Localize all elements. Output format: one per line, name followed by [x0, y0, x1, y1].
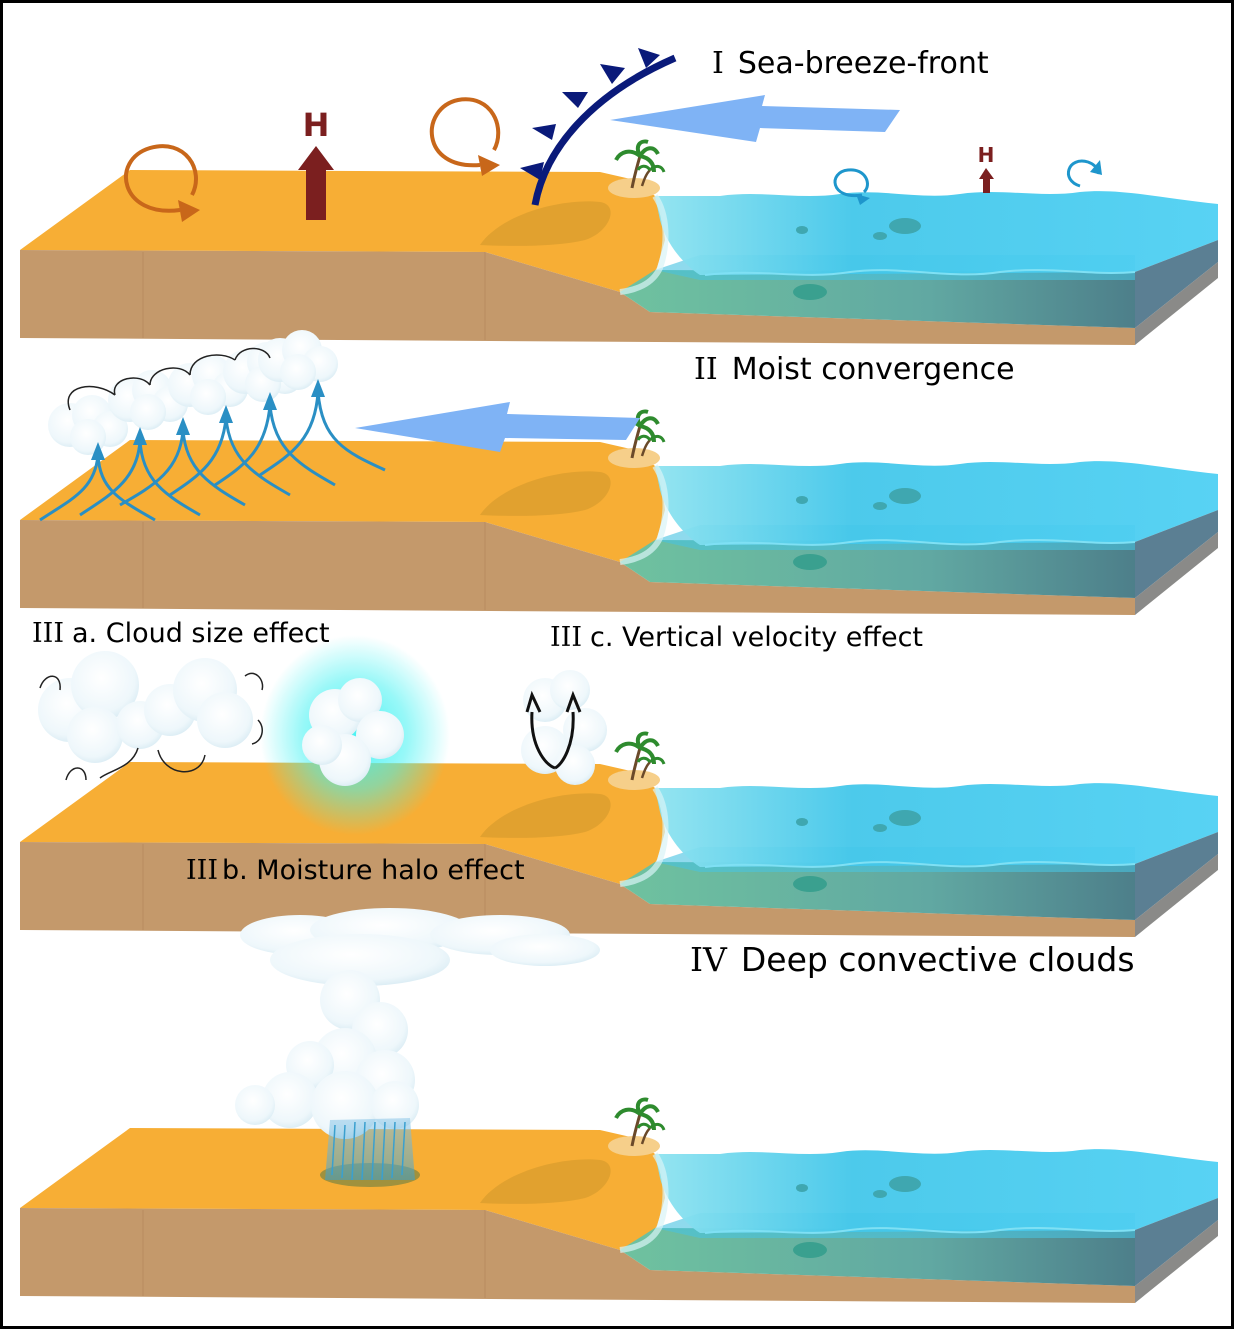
downdraft-updraft-arrows-icon [525, 690, 582, 770]
panel-cloud-effects [20, 635, 1218, 937]
panel-2-title-text: Moist convergence [731, 352, 1015, 387]
sea-breeze-wind-arrow-icon [610, 95, 900, 142]
rain-shaft-icon [320, 1118, 420, 1187]
sea-high-pressure-arrow-icon [979, 168, 994, 193]
panel-3b-title: III b. Moisture halo effect [186, 855, 525, 886]
land-sea-block [20, 734, 1218, 937]
land-circulation-icon [124, 144, 200, 222]
panel-1-title-text: Sea-breeze-front [737, 46, 989, 81]
moisture-halo [260, 635, 450, 835]
panel-2-title: II Moist convergence [694, 352, 1015, 387]
panel-4-numeral: IV [690, 940, 727, 979]
high-pressure-label: H [303, 106, 330, 144]
panel-3a-title-text: a. Cloud size effect [72, 618, 330, 649]
large-cloud-cluster [38, 651, 253, 763]
sea-high-pressure-label: H [978, 143, 995, 167]
halo-cloud [302, 678, 404, 786]
panel-3c-title-text: c. Vertical velocity effect [590, 622, 924, 653]
high-pressure-arrow-icon [298, 146, 334, 220]
sea-circulation-right-icon [1067, 159, 1102, 188]
updraft-arrowheads-icon [91, 379, 325, 460]
panel-sea-breeze-front: H H [20, 48, 1218, 345]
panel-1-title: I Sea-breeze-front [712, 46, 989, 81]
panel-deep-convection [20, 908, 1218, 1303]
coastal-circulation-icon [429, 97, 501, 176]
land-sea-block [20, 142, 1218, 345]
panel-moist-convergence [20, 330, 1218, 615]
panel-2-numeral: II [694, 352, 718, 387]
panel-3b-title-text: b. Moisture halo effect [222, 855, 525, 886]
sea-breeze-front-icon [520, 48, 677, 206]
panel-3c-numeral: III [550, 622, 582, 653]
updraft-arrows-icon [39, 391, 386, 522]
vertical-velocity-cloud [521, 670, 607, 785]
sea-circulation-left-icon [833, 168, 870, 205]
shallow-cloud-row [48, 330, 338, 455]
convergence-wind-arrow-icon [355, 402, 640, 452]
panel-3b-numeral: III [186, 855, 218, 886]
panel-3a-title: III a. Cloud size effect [32, 618, 330, 649]
panel-1-numeral: I [712, 46, 724, 81]
cloud-top-circulation-icon [67, 347, 271, 411]
deep-convective-cloud [235, 908, 600, 1139]
panel-4-title-text: Deep convective clouds [740, 940, 1135, 979]
panel-3a-numeral: III [32, 618, 64, 649]
panel-3c-title: III c. Vertical velocity effect [550, 622, 923, 653]
land-sea-block [20, 1100, 1218, 1303]
panel-4-title: IV Deep convective clouds [690, 940, 1135, 979]
